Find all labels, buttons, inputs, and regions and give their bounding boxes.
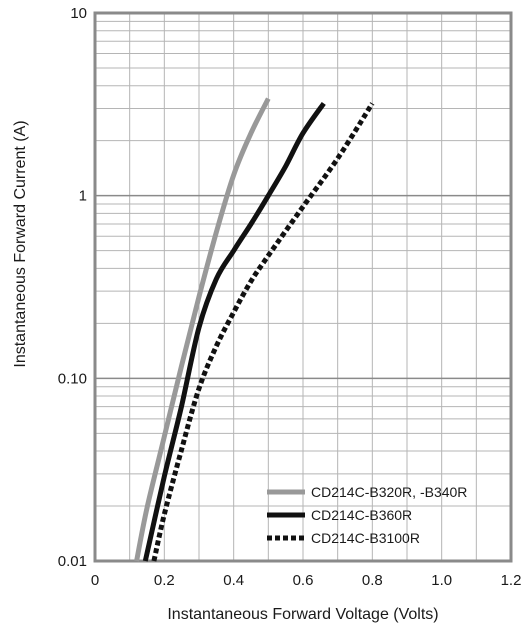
legend: CD214C-B320R, -B340R CD214C-B360R CD214C-B… (267, 484, 467, 546)
series-lines (134, 97, 375, 562)
y-tick-label: 0.01 (58, 553, 87, 570)
x-tick-label: 0.6 (293, 572, 314, 589)
y-tick-label: 10 (70, 5, 87, 22)
y-axis-label: Instantaneous Forward Current (A) (12, 120, 29, 367)
y-tick-label: 0.10 (58, 370, 87, 387)
y-tick-label: 1 (79, 188, 87, 205)
x-tick-label: 0.8 (362, 572, 383, 589)
legend-label: CD214C-B360R (311, 507, 412, 523)
x-tick-label: 1.2 (501, 572, 522, 589)
series-line-1 (134, 97, 271, 562)
plot-frame (93, 11, 513, 563)
x-tick-label: 0.2 (154, 572, 175, 589)
legend-label: CD214C-B320R, -B340R (311, 484, 467, 500)
x-tick-label: 0.4 (223, 572, 244, 589)
series-line-2 (142, 101, 326, 562)
x-tick-label: 0 (91, 572, 99, 589)
x-tick-label: 1.0 (431, 572, 452, 589)
tick-labels: 0 0.2 0.4 0.6 0.8 1.0 1.2 0.01 0.10 1 10 (58, 5, 522, 589)
x-axis-label: Instantaneous Forward Voltage (Volts) (167, 606, 438, 623)
series-line-3 (151, 102, 375, 562)
legend-label: CD214C-B3100R (311, 530, 420, 546)
